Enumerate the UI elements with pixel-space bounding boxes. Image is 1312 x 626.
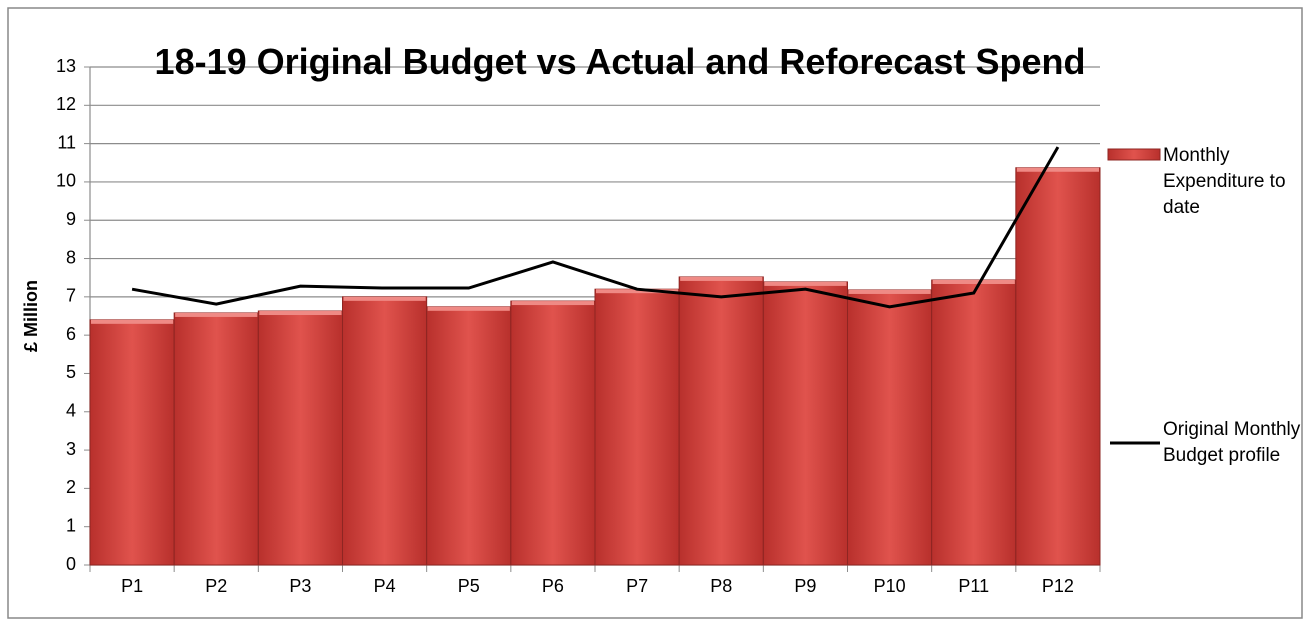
x-tick-label: P6 [542,576,564,596]
legend-swatch [1107,148,1161,161]
bar [847,289,933,566]
bar-top [175,312,258,317]
y-tick-label: 12 [56,94,76,114]
line [131,146,1060,309]
bar-top [848,289,931,294]
y-tick-label: 4 [66,401,76,421]
bar [173,312,259,566]
bar [257,310,344,566]
x-tick-label: P1 [121,576,143,596]
bar [426,306,512,566]
y-tick-label: 1 [66,515,76,535]
y-tick-label: 3 [66,439,76,459]
bar-top [596,289,679,294]
x-tick-label: P7 [626,576,648,596]
x-tick-label: P4 [374,576,396,596]
bar [678,276,764,566]
x-tick-label: P11 [958,576,989,596]
chart-title: 18-19 Original Budget vs Actual and Refo… [154,41,1086,82]
bar-top [511,301,594,306]
x-tick-label: P9 [794,576,816,596]
bar [510,300,596,566]
bar-top [91,319,174,324]
bar [1015,167,1101,566]
bar-top [932,279,1015,284]
legend-label: Monthly Expenditure to date [1163,145,1286,218]
bar [931,279,1017,566]
y-tick-label: 9 [66,209,76,229]
y-tick-label: 13 [56,56,76,76]
legend-label: Original Monthly Budget profile [1163,419,1301,466]
y-tick-label: 7 [66,286,76,306]
y-tick-label: 0 [66,554,76,574]
y-tick-label: 8 [66,247,76,267]
bar [89,319,175,566]
x-tick-label: P12 [1042,576,1074,596]
x-tick-label: P2 [205,576,227,596]
x-tick-label: P8 [710,576,732,596]
x-tick-label: P3 [289,576,311,596]
x-tick-label: P10 [874,576,906,596]
y-tick-label: 2 [66,477,76,497]
y-tick-label: 5 [66,362,76,382]
y-axis-label: £ Million [21,280,41,352]
bar-top [680,276,763,281]
bar-top [1016,167,1099,172]
bar [594,288,680,566]
bar-top [427,306,510,311]
x-tick-label: P5 [458,576,480,596]
y-tick-label: 6 [66,324,76,344]
bar [762,281,848,566]
bar-top [343,296,426,301]
bar-top [764,281,847,286]
y-tick-label: 10 [56,171,76,191]
y-tick-label: 11 [57,132,76,152]
bar [342,296,428,566]
bar-top [259,311,342,316]
